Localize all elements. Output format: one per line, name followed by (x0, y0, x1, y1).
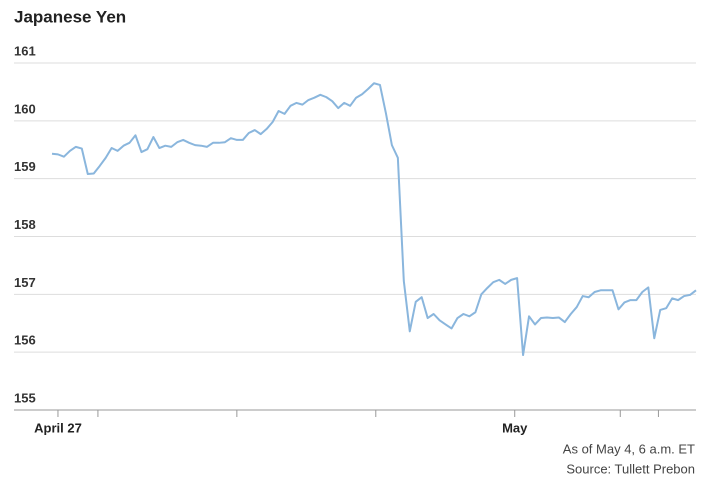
y-tick-label: 156 (14, 333, 36, 348)
source: Source: Tullett Prebon (566, 461, 695, 476)
y-tick-label: 157 (14, 275, 36, 290)
y-tick-label: 159 (14, 159, 36, 174)
y-tick-label: 161 (14, 43, 36, 58)
y-tick-label: 155 (14, 390, 36, 405)
x-tick-label: April 27 (34, 420, 82, 435)
note: As of May 4, 6 a.m. ET (563, 441, 695, 456)
chart-title: Japanese Yen (14, 7, 126, 26)
data-line (51, 82, 697, 357)
y-tick-label: 158 (14, 217, 36, 232)
y-tick-label: 160 (14, 101, 36, 116)
x-tick-label: May (502, 420, 528, 435)
